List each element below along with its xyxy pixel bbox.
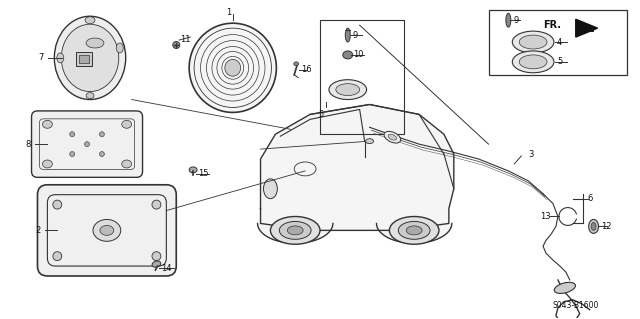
- Polygon shape: [257, 223, 333, 243]
- Ellipse shape: [70, 132, 75, 137]
- Ellipse shape: [591, 222, 596, 230]
- Ellipse shape: [365, 139, 374, 144]
- Ellipse shape: [225, 59, 241, 76]
- Ellipse shape: [329, 80, 367, 100]
- Text: 16: 16: [301, 65, 312, 74]
- Ellipse shape: [122, 120, 132, 128]
- Ellipse shape: [70, 152, 75, 157]
- Text: 14: 14: [161, 263, 172, 272]
- Ellipse shape: [388, 134, 397, 140]
- Ellipse shape: [84, 142, 90, 147]
- Ellipse shape: [512, 51, 554, 73]
- Polygon shape: [260, 105, 454, 230]
- Bar: [79, 55, 89, 63]
- Ellipse shape: [99, 152, 104, 157]
- Ellipse shape: [173, 41, 180, 48]
- Ellipse shape: [152, 252, 161, 261]
- Ellipse shape: [152, 200, 161, 209]
- Ellipse shape: [287, 226, 303, 235]
- Ellipse shape: [519, 35, 547, 49]
- Ellipse shape: [264, 179, 277, 199]
- Ellipse shape: [294, 62, 299, 66]
- Text: 6: 6: [588, 194, 593, 203]
- Ellipse shape: [42, 120, 52, 128]
- Ellipse shape: [42, 160, 52, 168]
- Ellipse shape: [189, 167, 197, 173]
- Bar: [320, 20, 404, 134]
- Bar: [76, 52, 92, 66]
- Ellipse shape: [343, 51, 353, 59]
- Text: 8: 8: [26, 140, 31, 149]
- Ellipse shape: [389, 217, 439, 244]
- Bar: [488, 10, 627, 75]
- Ellipse shape: [116, 43, 124, 53]
- Text: 15: 15: [198, 169, 209, 178]
- Text: 5: 5: [557, 57, 562, 66]
- Ellipse shape: [554, 282, 575, 293]
- Ellipse shape: [519, 55, 547, 69]
- Text: 3: 3: [528, 150, 534, 159]
- Ellipse shape: [345, 28, 350, 42]
- Ellipse shape: [589, 219, 598, 234]
- Text: 5: 5: [318, 110, 323, 119]
- FancyBboxPatch shape: [31, 111, 143, 177]
- Ellipse shape: [57, 53, 64, 63]
- Ellipse shape: [61, 24, 119, 92]
- Ellipse shape: [384, 131, 401, 143]
- Text: 9: 9: [513, 16, 518, 25]
- Ellipse shape: [279, 221, 311, 239]
- Ellipse shape: [336, 84, 360, 96]
- Ellipse shape: [512, 31, 554, 53]
- Text: 13: 13: [540, 212, 550, 221]
- Ellipse shape: [93, 219, 121, 241]
- Ellipse shape: [189, 23, 276, 112]
- Ellipse shape: [152, 261, 161, 267]
- Text: 12: 12: [602, 222, 612, 231]
- Ellipse shape: [271, 217, 320, 244]
- Text: 2: 2: [35, 226, 41, 235]
- Ellipse shape: [506, 13, 511, 27]
- FancyBboxPatch shape: [38, 185, 176, 276]
- Ellipse shape: [53, 200, 62, 209]
- Text: S043-B1600: S043-B1600: [553, 301, 599, 310]
- Polygon shape: [576, 19, 598, 37]
- Text: 4: 4: [557, 38, 562, 47]
- Ellipse shape: [86, 93, 94, 99]
- Text: 7: 7: [38, 53, 44, 63]
- Ellipse shape: [85, 17, 95, 24]
- Ellipse shape: [86, 38, 104, 48]
- Ellipse shape: [406, 226, 422, 235]
- Ellipse shape: [54, 16, 125, 100]
- Ellipse shape: [99, 132, 104, 137]
- Ellipse shape: [100, 226, 114, 235]
- Ellipse shape: [398, 221, 430, 239]
- Text: FR.: FR.: [543, 20, 561, 30]
- Ellipse shape: [122, 160, 132, 168]
- Text: 9: 9: [353, 31, 358, 40]
- Text: 10: 10: [353, 50, 364, 59]
- Ellipse shape: [53, 252, 62, 261]
- Polygon shape: [376, 223, 452, 243]
- Text: 11: 11: [180, 34, 191, 44]
- Text: 1: 1: [226, 8, 232, 17]
